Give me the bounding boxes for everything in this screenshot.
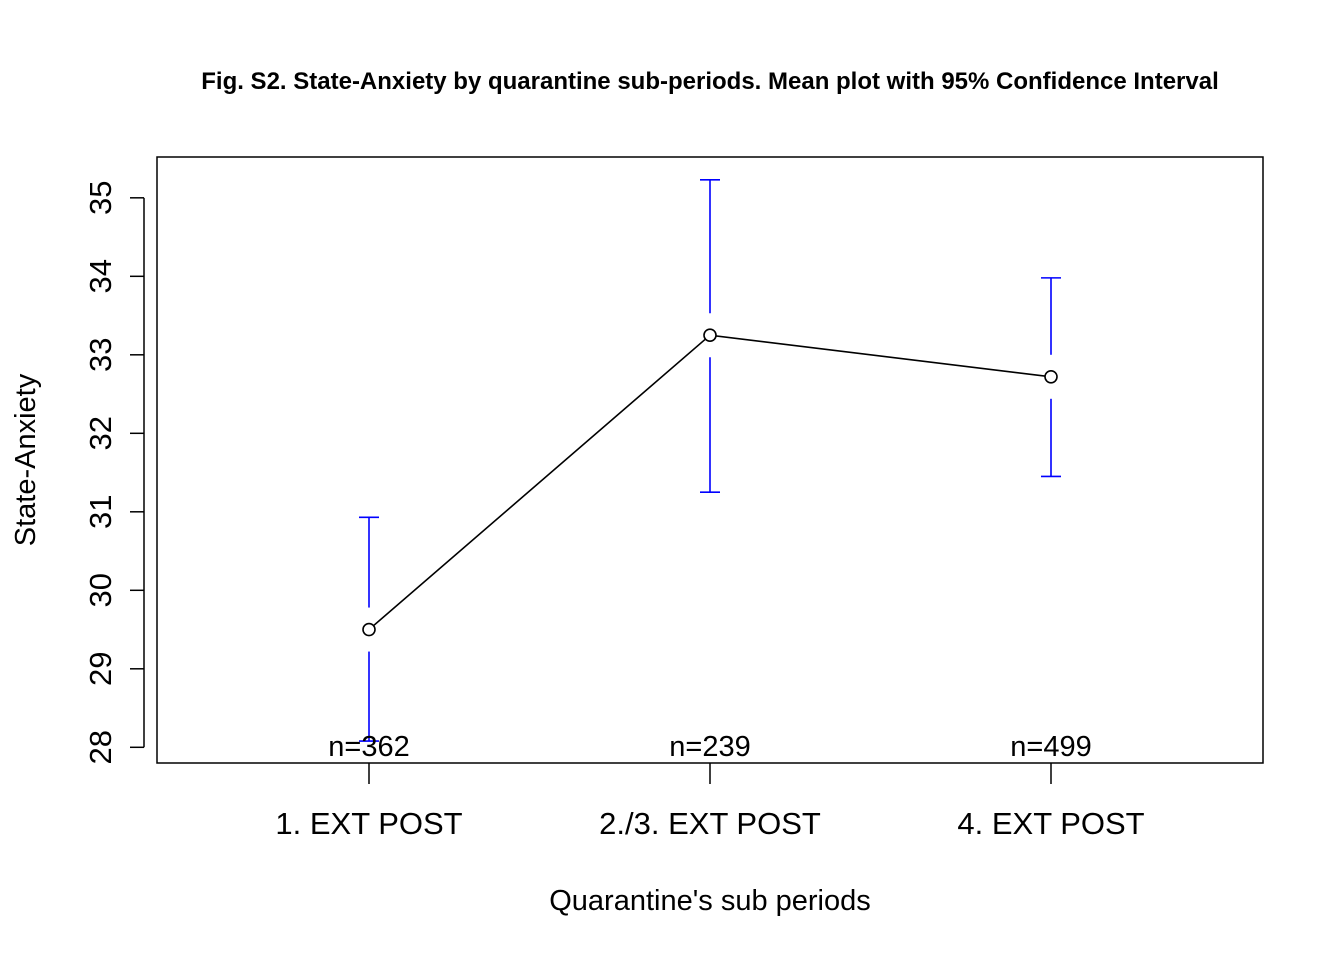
n-label: n=499	[1010, 731, 1091, 763]
sample-size-labels: n=362 n=239 n=499	[328, 731, 1091, 763]
y-tick-label: 30	[83, 573, 118, 607]
y-tick-label: 29	[83, 652, 118, 686]
mean-line-group	[362, 328, 1058, 637]
y-axis: 28 29 30 31 32 33 34 35	[83, 181, 145, 765]
x-tick-label: 4. EXT POST	[957, 806, 1144, 841]
mean-point	[1044, 369, 1058, 384]
x-tick-label: 1. EXT POST	[275, 806, 462, 841]
mean-point	[703, 328, 717, 342]
x-axis: 1. EXT POST 2./3. EXT POST 4. EXT POST	[275, 763, 1145, 841]
y-tick-label: 32	[83, 416, 118, 450]
x-tick-label: 2./3. EXT POST	[599, 806, 821, 841]
confidence-intervals	[359, 178, 1061, 742]
chart-title: Fig. S2. State-Anxiety by quarantine sub…	[201, 68, 1219, 95]
n-label: n=239	[669, 731, 750, 763]
y-tick-label: 34	[83, 259, 118, 293]
y-tick-label: 33	[83, 338, 118, 372]
y-tick-label: 28	[83, 730, 118, 764]
y-tick-label: 31	[83, 495, 118, 529]
n-label: n=362	[328, 731, 409, 763]
y-axis-label: State-Anxiety	[10, 373, 42, 546]
x-axis-label: Quarantine's sub periods	[549, 885, 871, 917]
y-tick-label: 35	[83, 181, 118, 215]
mean-point	[362, 622, 376, 637]
